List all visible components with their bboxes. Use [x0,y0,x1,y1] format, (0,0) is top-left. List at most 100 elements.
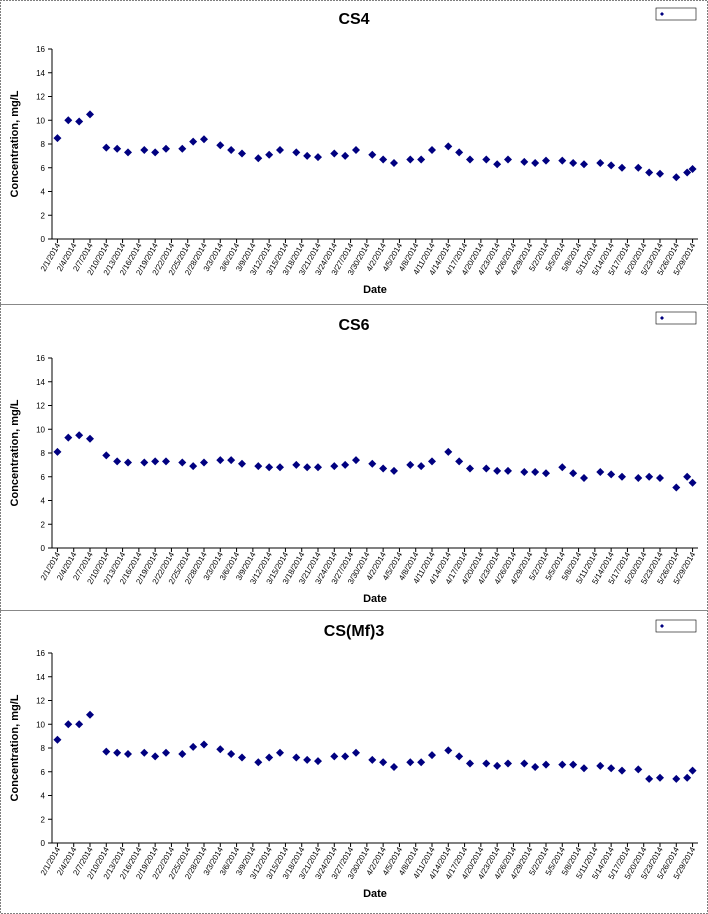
data-point [86,434,94,443]
data-point [124,749,132,758]
data-point [406,460,415,469]
y-tick-label: 0 [41,235,46,244]
data-point [466,759,474,768]
data-point [200,740,208,749]
data-point [688,164,697,173]
data-point [531,763,540,771]
y-tick-label: 14 [36,378,45,387]
data-point [482,464,491,473]
data-point [276,748,284,757]
y-tick-label: 2 [41,815,46,824]
data-point [341,460,350,469]
data-point [520,759,529,768]
data-point [455,457,464,466]
data-point [542,469,550,478]
data-point [238,459,246,468]
y-tick-label: 8 [41,744,46,753]
data-point [227,145,236,154]
data-point [314,153,322,162]
data-point [417,155,426,164]
y-tick-label: 0 [41,544,46,553]
data-point [618,472,626,481]
data-point [216,141,225,150]
chart-title: CS6 [338,317,369,334]
data-point [455,148,464,157]
data-point [520,157,529,166]
data-point [368,150,377,159]
chart-title: CS(Mf)3 [324,623,385,640]
data-point [352,748,360,757]
data-point [238,149,246,158]
data-point [178,458,187,467]
data-point [569,760,578,769]
data-point [124,458,132,467]
data-point [531,159,540,167]
data-point [607,161,616,170]
y-axis-label: Concentration, mg/L [9,399,21,506]
data-point [238,753,246,762]
data-point [428,145,436,154]
y-tick-label: 8 [41,140,46,149]
data-point [558,463,567,472]
y-tick-label: 16 [36,354,45,363]
data-point [303,151,312,160]
data-point [292,148,301,157]
data-point [216,745,225,754]
data-point [688,478,697,487]
data-point [330,462,339,471]
data-point [113,457,122,466]
data-point [102,747,111,756]
data-point [645,472,654,481]
data-point [178,144,187,153]
y-axis-label: Concentration, mg/L [9,90,21,197]
data-point [504,155,512,164]
data-point [618,766,626,775]
data-point [162,748,170,757]
y-tick-label: 10 [36,720,45,729]
data-point [672,483,681,492]
data-point [162,457,170,466]
data-point [520,468,529,476]
data-point [444,746,453,755]
data-point [634,765,643,774]
legend-box [655,311,697,325]
data-point [64,433,73,442]
y-tick-label: 0 [41,839,46,848]
data-point [86,710,94,719]
legend-marker [660,316,664,320]
data-point [406,155,415,164]
y-tick-label: 8 [41,449,46,458]
data-point [314,757,322,766]
data-point [124,148,132,157]
data-point [151,752,160,761]
y-tick-label: 4 [41,188,46,197]
y-tick-label: 4 [41,792,46,801]
data-point [200,135,208,144]
data-point [379,758,388,767]
data-point [482,759,491,768]
data-point [53,447,62,456]
y-tick-label: 4 [41,497,46,506]
legend-marker [660,12,664,16]
data-point [683,168,692,177]
data-point [455,752,464,761]
data-point [417,758,426,767]
data-point [86,110,94,119]
data-point [303,755,312,764]
data-point [688,766,697,775]
data-point [265,463,274,472]
data-point [113,748,122,757]
y-tick-label: 2 [41,520,46,529]
y-tick-label: 12 [36,402,45,411]
data-point [444,142,453,151]
data-point [428,457,436,466]
data-point [580,473,588,482]
data-point [53,134,62,143]
data-point [140,458,149,467]
data-point [390,466,398,475]
data-point [656,473,664,482]
y-tick-label: 16 [36,45,45,54]
data-point [53,735,62,744]
data-point [352,145,360,154]
